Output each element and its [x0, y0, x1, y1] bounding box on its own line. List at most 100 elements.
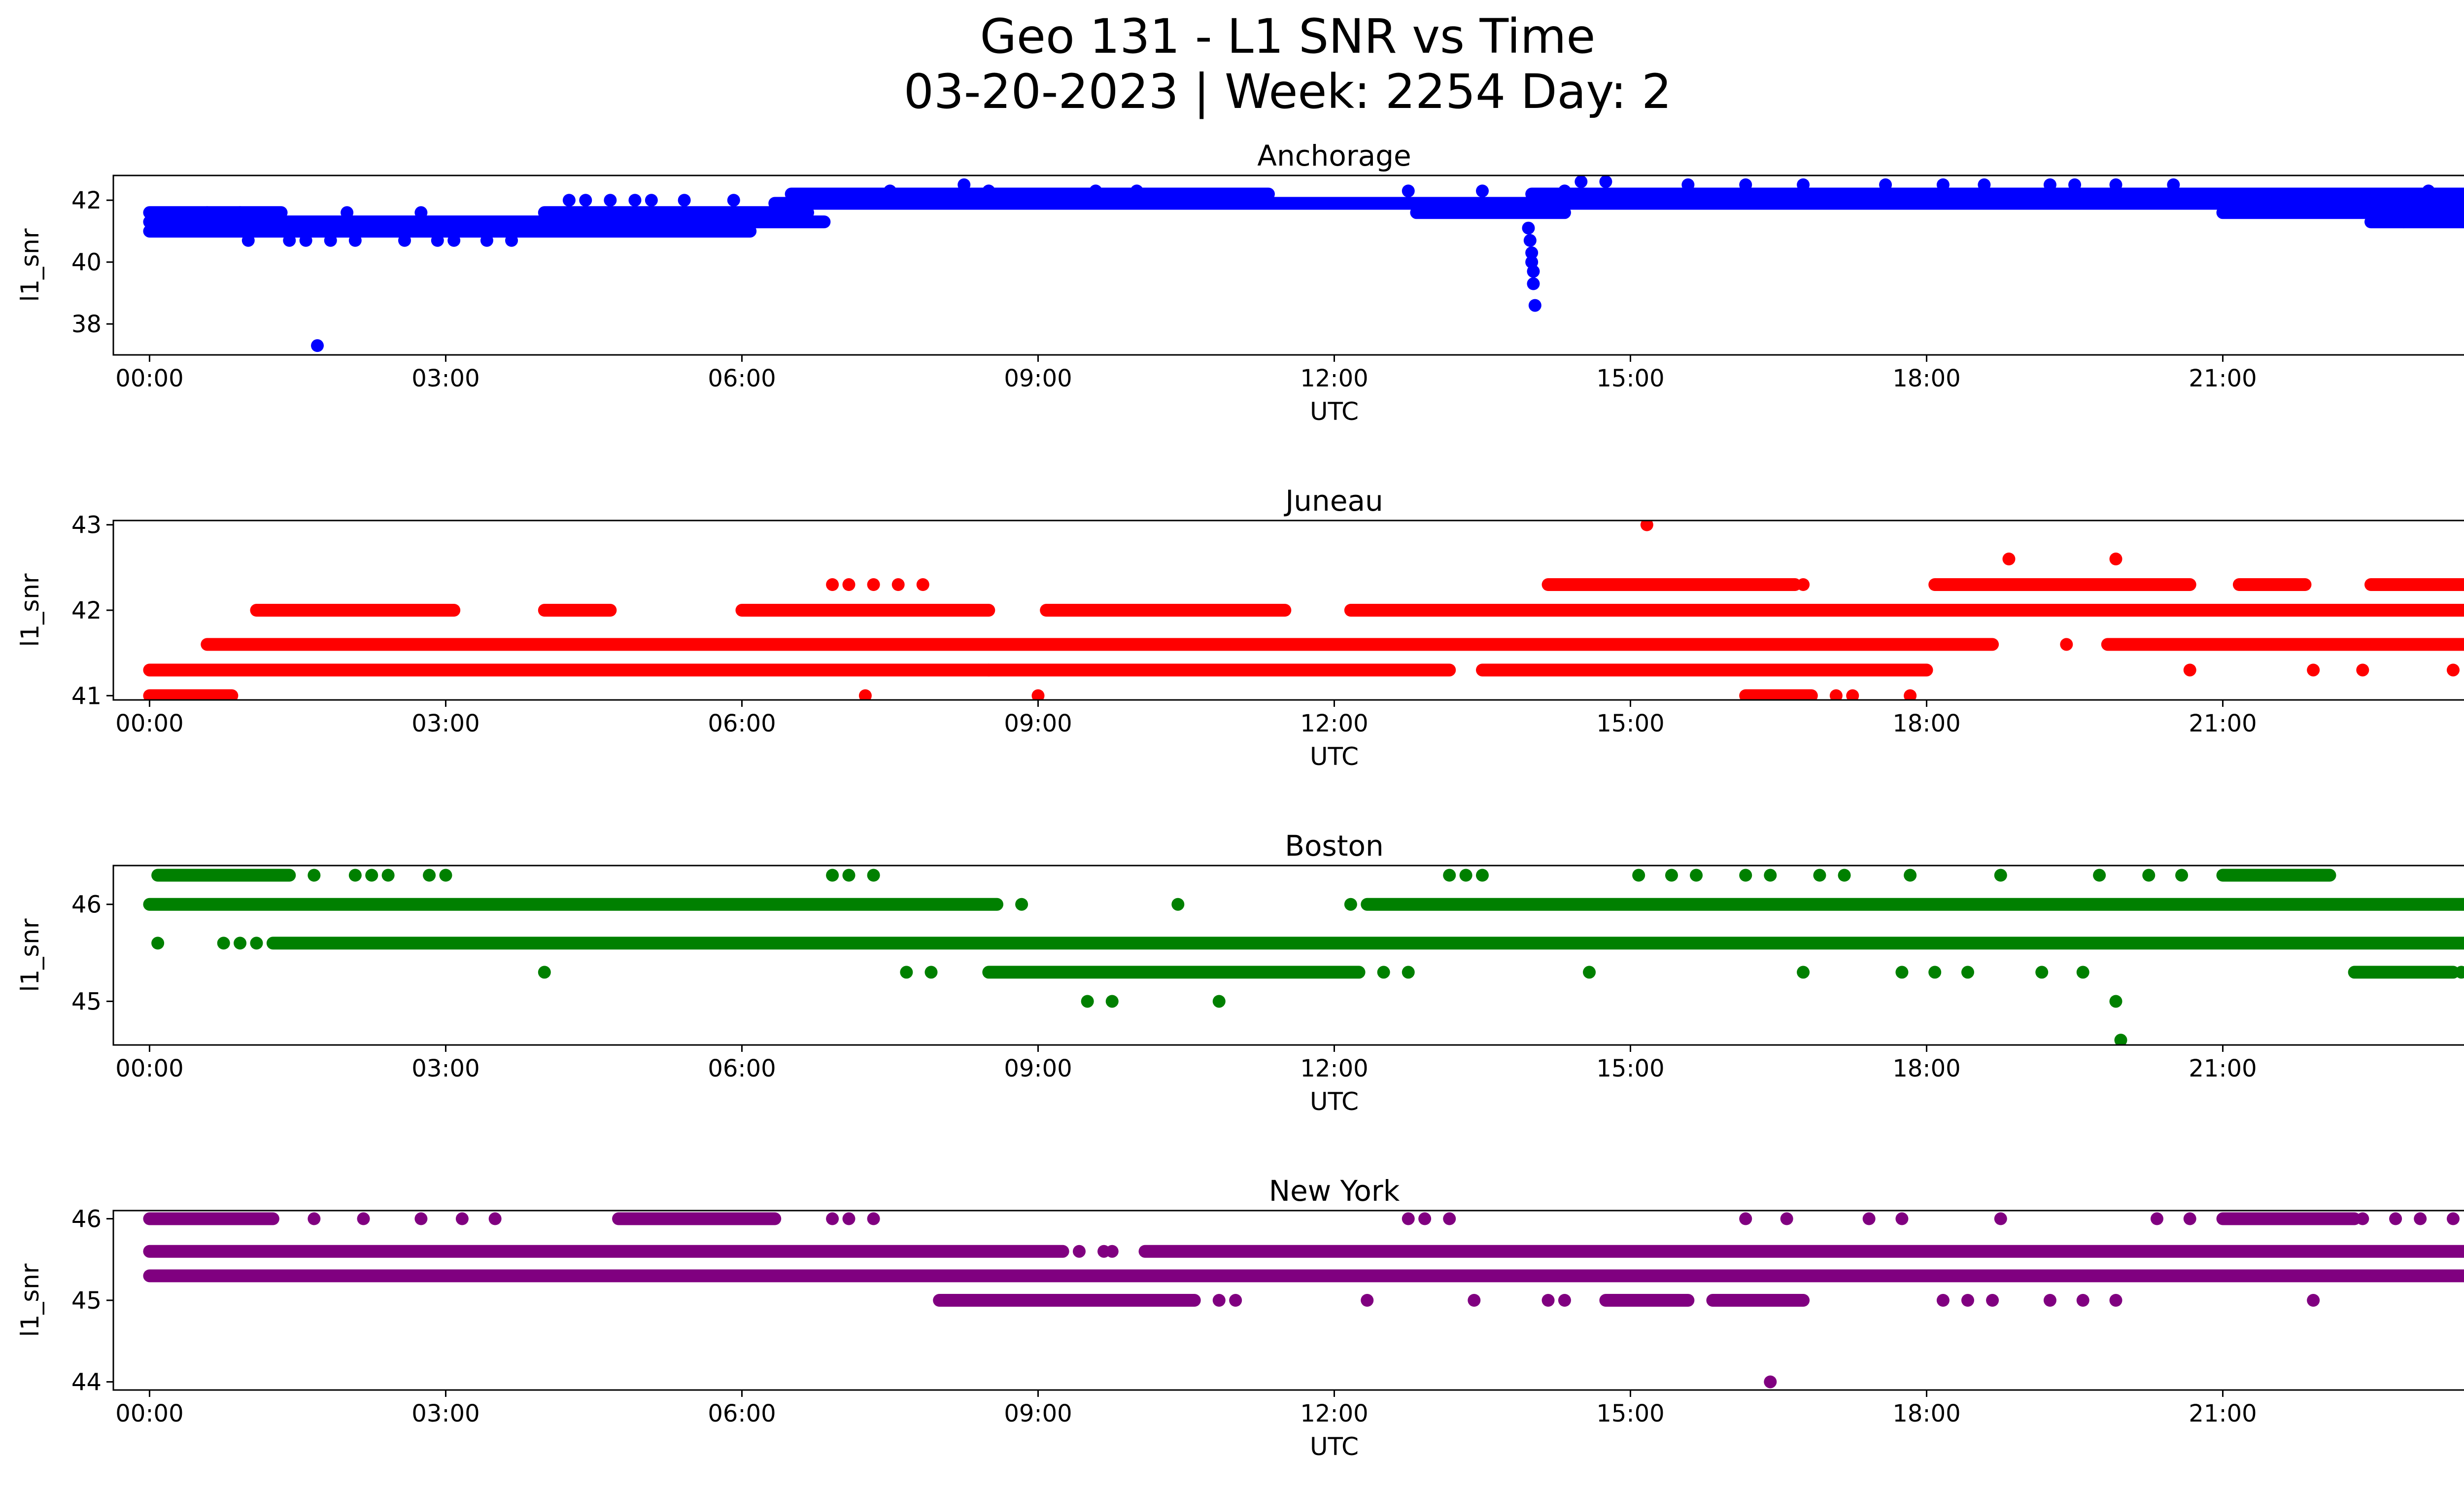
- data-point: [348, 234, 362, 247]
- data-point: [2389, 1212, 2402, 1225]
- x-tick-label: 00:00: [115, 1055, 183, 1082]
- x-tick-label: 03:00: [411, 1055, 479, 1082]
- y-tick-label: 44: [71, 1368, 102, 1396]
- data-point: [2175, 869, 2189, 882]
- data-point: [2076, 966, 2089, 979]
- x-tick-label: 09:00: [1004, 710, 1072, 737]
- series-points: [143, 175, 2464, 352]
- data-point: [1558, 184, 1571, 198]
- data-point: [2093, 869, 2106, 882]
- x-tick-label: 00:00: [115, 1400, 183, 1427]
- x-tick-label: 06:00: [708, 1400, 776, 1427]
- data-point: [1105, 995, 1119, 1008]
- series-points: [143, 869, 2464, 1045]
- x-tick-label: 15:00: [1596, 365, 1664, 392]
- data-point: [1739, 178, 1752, 191]
- data-point: [1739, 869, 1752, 882]
- y-axis-label: l1_snr: [16, 228, 44, 302]
- x-axis-label: UTC: [1310, 1432, 1359, 1461]
- data-point: [365, 869, 378, 882]
- data-point: [1558, 1294, 1571, 1307]
- data-point: [234, 206, 247, 219]
- data-point: [423, 869, 436, 882]
- data-point: [2114, 1034, 2127, 1045]
- data-point: [2446, 663, 2460, 677]
- data-point: [217, 937, 230, 950]
- data-point: [1797, 966, 1810, 979]
- data-point: [1681, 178, 1695, 191]
- data-point: [1829, 689, 1843, 700]
- data-point: [1089, 184, 1102, 198]
- x-tick-label: 15:00: [1596, 710, 1664, 737]
- data-point: [1986, 1294, 1999, 1307]
- data-point: [2109, 553, 2122, 565]
- data-point: [480, 234, 493, 247]
- data-point: [2414, 1212, 2427, 1225]
- data-point: [2307, 1294, 2320, 1307]
- data-point: [2397, 215, 2410, 229]
- data-point: [842, 869, 856, 882]
- data-point: [1523, 234, 1537, 247]
- subplot-juneau: 00:00 03:00 06:00 09:00 12:00 15:00 18:00 21:00…: [16, 484, 2464, 771]
- y-tick-label: 43: [71, 512, 102, 539]
- data-point: [1443, 1212, 1456, 1225]
- data-point: [562, 194, 576, 207]
- data-point: [916, 578, 929, 591]
- data-point: [308, 869, 321, 882]
- x-tick-label: 21:00: [2189, 365, 2257, 392]
- data-point: [1527, 265, 1540, 278]
- data-point: [1838, 869, 1851, 882]
- data-point: [891, 578, 905, 591]
- data-point: [1904, 689, 1917, 700]
- data-point: [538, 966, 551, 979]
- x-tick-label: 18:00: [1892, 365, 1960, 392]
- figure-title-line-2: 03-20-2023 | Week: 2254 Day: 2: [903, 64, 1672, 119]
- data-point: [1105, 1245, 1119, 1258]
- data-point: [1936, 178, 1950, 191]
- y-tick-label: 40: [71, 249, 102, 277]
- x-tick-label: 03:00: [411, 365, 479, 392]
- data-point: [1212, 995, 1226, 1008]
- data-point: [826, 1212, 839, 1225]
- data-point: [842, 1212, 856, 1225]
- data-point: [414, 206, 428, 219]
- data-point: [2422, 184, 2435, 198]
- series-points: [143, 521, 2464, 700]
- data-point: [867, 869, 880, 882]
- x-tick-label: 12:00: [1300, 1055, 1368, 1082]
- x-tick-label: 15:00: [1596, 1400, 1664, 1427]
- data-point: [2183, 663, 2196, 677]
- data-point: [883, 184, 896, 198]
- subplot-boston: 00:00 03:00 06:00 09:00 12:00 15:00 18:00 21:00…: [16, 829, 2464, 1116]
- data-point: [1525, 246, 1539, 259]
- data-point: [1632, 869, 1645, 882]
- data-point: [1895, 966, 1909, 979]
- data-point: [1031, 689, 1045, 700]
- x-tick-label: 21:00: [2189, 710, 2257, 737]
- data-point: [398, 234, 411, 247]
- data-point: [1541, 1294, 1555, 1307]
- data-point: [1879, 178, 1892, 191]
- data-point: [2446, 1212, 2460, 1225]
- data-point: [1994, 1212, 2007, 1225]
- data-point: [1797, 578, 1810, 591]
- data-point: [958, 178, 971, 191]
- data-point: [1344, 898, 1357, 911]
- data-point: [439, 869, 452, 882]
- data-point: [900, 966, 913, 979]
- subplot-title: Boston: [1285, 829, 1383, 863]
- data-point: [604, 194, 617, 207]
- data-point: [1015, 898, 1028, 911]
- data-point: [2430, 194, 2443, 207]
- data-point: [2142, 869, 2156, 882]
- y-axis-label: l1_snr: [16, 1263, 44, 1337]
- data-point: [1528, 299, 1541, 312]
- data-point: [1402, 966, 1415, 979]
- data-point: [1130, 184, 1143, 198]
- data-point: [1624, 1294, 1637, 1307]
- data-point: [1402, 184, 1415, 198]
- data-point: [628, 1212, 642, 1225]
- data-point: [1961, 966, 1974, 979]
- figure-title: Geo 131 - L1 SNR vs Time 03-20-2023 | We…: [0, 9, 2464, 119]
- y-tick-label: 45: [71, 1287, 102, 1315]
